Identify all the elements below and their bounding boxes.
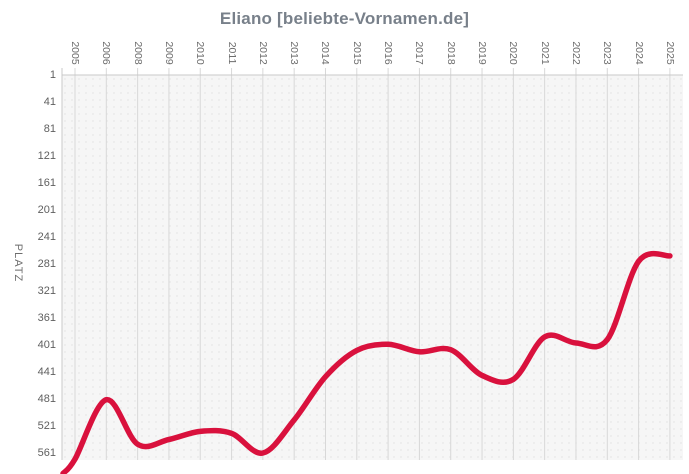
x-tick-label: 2005: [69, 41, 81, 65]
series-line-eliano: [60, 250, 673, 474]
x-tick-label: 2015: [350, 41, 363, 65]
x-tick-label: 2011: [225, 41, 238, 65]
plot-dot-texture: [62, 75, 683, 460]
x-tick-label: 2012: [256, 41, 269, 65]
y-tick-label: 241: [37, 231, 56, 243]
y-tick-label: 321: [37, 285, 56, 297]
x-tick-label: 2013: [288, 41, 301, 65]
x-tick-label: 2006: [100, 41, 113, 65]
y-tick-label: 41: [43, 96, 56, 108]
y-tick-label: 361: [37, 312, 56, 324]
x-tick-label: 2009: [162, 41, 175, 65]
y-tick-label: 201: [37, 204, 56, 216]
x-tick-label: 2014: [319, 41, 332, 65]
y-tick-label: 281: [37, 258, 56, 270]
y-tick-label: 441: [37, 366, 56, 378]
x-tick-label: 2021: [538, 41, 551, 65]
y-tick-label: 561: [37, 447, 56, 459]
x-tick-label: 2023: [601, 41, 614, 65]
y-tick-label: 81: [43, 123, 56, 135]
y-tick-label: 1: [49, 69, 56, 81]
x-tick-label: 2017: [413, 41, 426, 65]
y-tick-label: 401: [37, 339, 56, 351]
y-tick-label: 161: [37, 177, 56, 189]
x-tick-label: 2020: [507, 41, 520, 65]
y-tick-label: 481: [37, 393, 56, 405]
x-tick-label: 2008: [131, 41, 144, 65]
y-tick-label: 121: [37, 150, 56, 162]
y-tick-label: 521: [37, 420, 56, 432]
x-tick-label: 2018: [444, 41, 457, 65]
x-tick-label: 2025: [663, 41, 676, 65]
chart-title: Eliano [beliebte-Vornamen.de]: [219, 9, 470, 28]
x-tick-label: 2010: [194, 41, 207, 65]
x-tick-label: 2016: [382, 41, 395, 65]
x-tick-label: 2024: [632, 41, 645, 65]
x-tick-label: 2019: [476, 41, 489, 65]
x-tick-label: 2022: [569, 41, 582, 65]
